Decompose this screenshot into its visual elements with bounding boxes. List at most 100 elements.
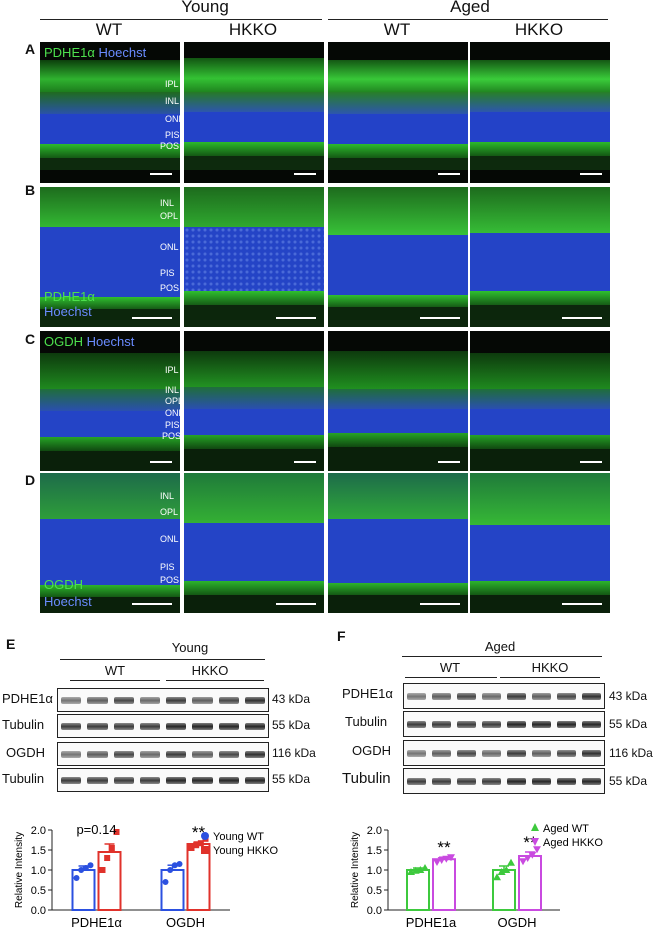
blot-band bbox=[482, 750, 501, 757]
micrograph-d-young-wt bbox=[40, 473, 180, 613]
data-point bbox=[528, 851, 537, 859]
blot-f-title: Aged bbox=[484, 639, 516, 654]
data-point bbox=[73, 875, 80, 881]
data-point bbox=[78, 867, 85, 873]
category-label: PDHE1a bbox=[406, 915, 457, 930]
blot-band bbox=[507, 721, 526, 728]
data-point bbox=[421, 864, 429, 871]
blot-band bbox=[432, 721, 451, 728]
y-tick-label: 2.0 bbox=[367, 825, 382, 837]
blot-band bbox=[532, 721, 551, 728]
micrograph-d-aged-hkko bbox=[470, 473, 610, 613]
blot-band bbox=[507, 693, 526, 700]
blot-band bbox=[166, 723, 187, 730]
genotype-label-4: HKKO bbox=[514, 20, 564, 39]
genotype-label-2: HKKO bbox=[228, 20, 278, 39]
micrograph-b-young-wt bbox=[40, 187, 180, 327]
category-label: OGDH bbox=[498, 915, 537, 930]
blot-band bbox=[166, 751, 187, 758]
panel-a-layer-pis: PIS bbox=[165, 130, 180, 140]
blot-e-row-label-4: Tubulin bbox=[2, 771, 45, 786]
panel-c-layer-opl: OPL bbox=[165, 396, 184, 406]
blot-band bbox=[61, 751, 82, 758]
panel-letter-f: F bbox=[337, 628, 346, 644]
panel-letter-a: A bbox=[25, 41, 36, 57]
panel-a-stain-blue: Hoechst bbox=[98, 45, 147, 60]
blot-band bbox=[166, 697, 187, 704]
data-point bbox=[104, 855, 111, 861]
micrograph-a-aged-wt bbox=[328, 42, 468, 183]
blot-f-row-label-1: PDHE1α bbox=[342, 686, 393, 701]
panel-letter-b: B bbox=[25, 182, 36, 198]
y-axis-label: Relative Intensity bbox=[14, 832, 25, 908]
data-point bbox=[167, 867, 174, 873]
panel-letter-e: E bbox=[6, 636, 16, 652]
blot-band bbox=[166, 777, 187, 784]
data-point bbox=[493, 873, 501, 881]
y-tick-label: 1.0 bbox=[367, 865, 382, 877]
blot-band bbox=[218, 697, 239, 704]
blot-f-kda-4: 55 kDa bbox=[609, 774, 648, 788]
blot-band bbox=[218, 751, 239, 758]
legend-marker bbox=[201, 832, 209, 840]
blot-band bbox=[482, 778, 501, 785]
blot-e-row-1 bbox=[57, 688, 269, 712]
data-point bbox=[188, 845, 195, 851]
panel-a-stain-green: PDHE1α bbox=[44, 45, 95, 60]
blot-e-wt-line bbox=[70, 680, 160, 681]
panel-c-layer-ipl: IPL bbox=[165, 365, 179, 375]
panel-c-layer-pis: PIS bbox=[165, 420, 180, 430]
micrograph-d-aged-wt bbox=[328, 473, 468, 613]
blot-f-row-3 bbox=[403, 740, 605, 766]
micrograph-c-young-wt bbox=[40, 331, 180, 471]
blot-f-row-label-4: Tubulin bbox=[342, 770, 391, 787]
blot-f-wt-line bbox=[405, 677, 497, 678]
panel-a-layer-pos: POS bbox=[160, 141, 180, 151]
bar-chart-e: 0.0 0.5 1.0 1.5 2.0 Relative Intensity PDHE1α p… bbox=[14, 822, 278, 930]
panel-c-layer-inl: INL bbox=[165, 385, 180, 395]
blot-band bbox=[87, 723, 108, 730]
panel-b-stain-blue: Hoechst bbox=[44, 304, 92, 319]
blot-e-kda-4: 55 kDa bbox=[272, 772, 311, 786]
blot-e-row-label-3: OGDH bbox=[6, 745, 45, 760]
blot-e-title: Young bbox=[171, 640, 209, 655]
data-point bbox=[87, 862, 94, 869]
blot-band bbox=[113, 751, 134, 758]
blot-e-kda-3: 116 kDa bbox=[272, 746, 316, 760]
blot-e-hkko-line bbox=[166, 680, 264, 681]
blot-e-hkko-label: HKKO bbox=[191, 663, 229, 678]
significance-label: ** bbox=[523, 833, 537, 852]
blot-band bbox=[61, 777, 82, 784]
data-point bbox=[162, 879, 169, 885]
micrograph-b-aged-hkko bbox=[470, 187, 610, 327]
data-point bbox=[507, 858, 515, 866]
blot-f-hkko-line bbox=[500, 677, 600, 678]
blot-band bbox=[87, 697, 108, 704]
bar bbox=[406, 869, 430, 911]
blot-band bbox=[139, 777, 160, 784]
blot-band bbox=[482, 693, 501, 700]
blot-e-row-label-1: PDHE1α bbox=[2, 691, 53, 706]
data-point bbox=[433, 859, 441, 866]
blot-band bbox=[218, 723, 239, 730]
y-axis-label: Relative Intensity bbox=[350, 832, 361, 908]
y-tick-label: 1.5 bbox=[31, 845, 46, 857]
legend-label: Aged HKKO bbox=[543, 837, 603, 849]
y-tick-label: 0.5 bbox=[367, 885, 382, 897]
category-label: OGDH bbox=[166, 915, 205, 930]
blot-band bbox=[407, 778, 426, 785]
blot-f-row-1 bbox=[403, 683, 605, 709]
data-point bbox=[99, 867, 106, 873]
data-point bbox=[82, 865, 89, 871]
blot-band bbox=[407, 721, 426, 728]
blot-band bbox=[532, 778, 551, 785]
legend-label: Young HKKO bbox=[213, 845, 278, 857]
blot-band bbox=[218, 777, 239, 784]
blot-band bbox=[457, 778, 476, 785]
bar bbox=[432, 858, 456, 911]
blot-band bbox=[532, 693, 551, 700]
data-point bbox=[176, 861, 183, 867]
panel-d-layer-opl: OPL bbox=[160, 507, 179, 517]
micrograph-b-aged-wt bbox=[328, 187, 468, 327]
blot-band bbox=[192, 723, 213, 730]
